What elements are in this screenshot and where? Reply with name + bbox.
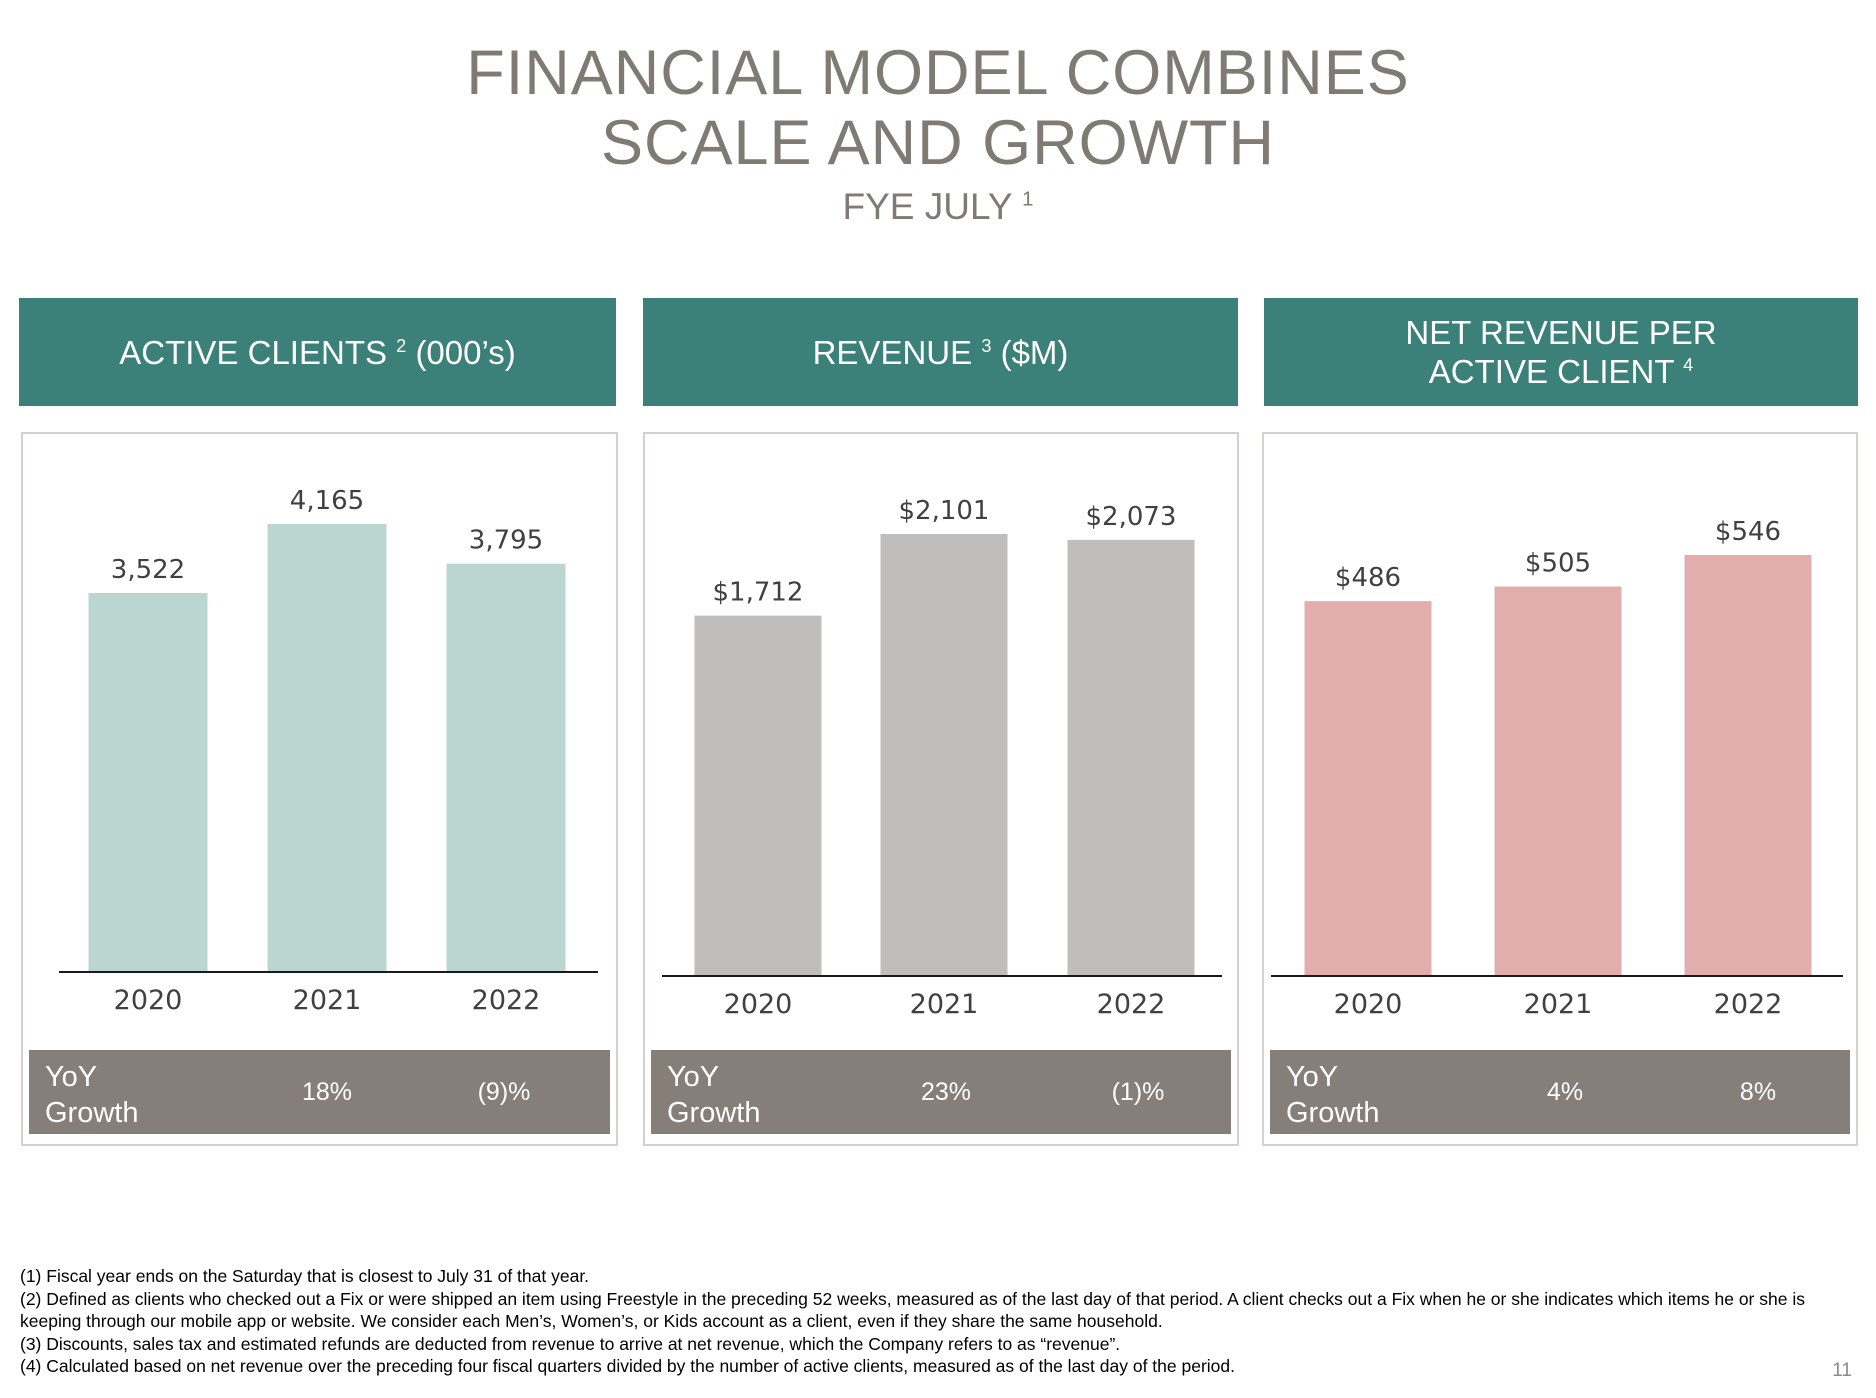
footnote-1: (1) Fiscal year ends on the Saturday tha… [20, 1266, 590, 1286]
footnote-3: (3) Discounts, sales tax and estimated r… [20, 1333, 1121, 1354]
bar-2020 [88, 593, 208, 971]
panel-revenue: $1,712 2020 $2,101 2021 $2,073 2022 YoY Growth… [643, 432, 1239, 1146]
title-line-1: FINANCIAL MODEL COMBINES [466, 38, 1410, 108]
data-label-2020: $1,712 [713, 578, 804, 608]
category-label-2022: 2022 [1097, 989, 1166, 1020]
header-net-revenue-per-client: NET REVENUE PER ACTIVE CLIENT 4 [1264, 298, 1858, 406]
page-number: 11 [1832, 1360, 1852, 1381]
yoy-row-active-clients: YoY Growth 18% (9)% [29, 1050, 610, 1134]
bar-2022 [1684, 555, 1812, 975]
header-revenue-note: 3 [981, 335, 992, 356]
chart-net-revenue-per-client: $486 2020 $505 2021 $546 2022 [1271, 517, 1843, 1020]
category-label-2020: 2020 [1334, 989, 1403, 1020]
data-label-2022: $2,073 [1086, 502, 1177, 532]
yoy-label: YoY Growth [45, 1059, 138, 1131]
yoy-label-line-1: YoY [1286, 1061, 1339, 1093]
panel-net-revenue-per-client: $486 2020 $505 2021 $546 2022 YoY Growth 4% 8% [1262, 432, 1858, 1146]
data-label-2021: $505 [1525, 549, 1591, 579]
yoy-value-2022: (1)% [1111, 1078, 1165, 1106]
subtitle-footnote-ref: 1 [1022, 188, 1034, 211]
subtitle-text: FYE JULY [842, 186, 1012, 227]
category-label-2020: 2020 [114, 985, 183, 1016]
data-label-2022: 3,795 [469, 526, 543, 556]
header-net-revenue-line-1: NET REVENUE PER [1405, 314, 1717, 351]
yoy-label: YoY Growth [1286, 1059, 1379, 1131]
data-label-2022: $546 [1715, 517, 1781, 547]
bar-2021 [880, 534, 1008, 975]
yoy-label-line-1: YoY [45, 1061, 98, 1093]
header-revenue: REVENUE 3 ($M) [643, 298, 1238, 406]
bar-2022 [1067, 539, 1195, 975]
header-revenue-text: REVENUE [812, 333, 973, 371]
category-label-2022: 2022 [472, 985, 541, 1016]
page-subtitle: FYE JULY 1 [0, 185, 1876, 229]
data-label-2020: $486 [1335, 563, 1401, 593]
yoy-label-line-1: YoY [667, 1061, 720, 1093]
bar-2021 [267, 524, 387, 971]
yoy-value-2021: 18% [301, 1078, 353, 1106]
header-active-clients: ACTIVE CLIENTS 2 (000’s) [19, 298, 616, 406]
yoy-value-2022: (9)% [477, 1078, 531, 1106]
header-net-revenue-note: 4 [1683, 355, 1694, 375]
header-revenue-unit: ($M) [1000, 333, 1069, 371]
category-label-2021: 2021 [293, 985, 362, 1016]
yoy-value-2021: 23% [920, 1078, 972, 1106]
chart-active-clients: 3,522 2020 4,165 2021 3,795 2022 [59, 486, 598, 1016]
header-net-revenue-line-2: ACTIVE CLIENT [1428, 353, 1674, 390]
page-title: FINANCIAL MODEL COMBINES SCALE AND GROWT… [0, 38, 1876, 178]
footnote-4: (4) Calculated based on net revenue over… [20, 1356, 1236, 1376]
chart-revenue: $1,712 2020 $2,101 2021 $2,073 2022 [662, 496, 1222, 1020]
yoy-label-line-2: Growth [667, 1097, 761, 1129]
yoy-label: YoY Growth [667, 1059, 760, 1131]
header-active-clients-unit: (000’s) [415, 333, 516, 371]
category-label-2020: 2020 [724, 989, 793, 1020]
category-label-2021: 2021 [910, 989, 979, 1020]
yoy-value-2022: 8% [1739, 1078, 1777, 1106]
category-label-2021: 2021 [1524, 989, 1593, 1020]
panel-active-clients: 3,522 2020 4,165 2021 3,795 2022 YoY Growth 18… [21, 432, 618, 1146]
bar-2020 [1304, 601, 1432, 975]
yoy-value-2021: 4% [1546, 1078, 1584, 1106]
footnote-2: (2) Defined as clients who checked out a… [20, 1288, 1810, 1332]
bar-2022 [446, 563, 566, 971]
yoy-row-net-revenue: YoY Growth 4% 8% [1270, 1050, 1850, 1134]
footnotes: (1) Fiscal year ends on the Saturday tha… [20, 1265, 1840, 1378]
header-active-clients-note: 2 [396, 335, 407, 356]
data-label-2020: 3,522 [111, 555, 185, 585]
yoy-label-line-2: Growth [45, 1097, 139, 1129]
data-label-2021: $2,101 [899, 496, 990, 526]
yoy-label-line-2: Growth [1286, 1097, 1380, 1129]
category-label-2022: 2022 [1714, 989, 1783, 1020]
data-label-2021: 4,165 [290, 486, 364, 516]
bar-2020 [694, 615, 822, 975]
bar-2021 [1494, 586, 1622, 975]
yoy-row-revenue: YoY Growth 23% (1)% [651, 1050, 1231, 1134]
title-line-2: SCALE AND GROWTH [600, 108, 1276, 178]
header-active-clients-text: ACTIVE CLIENTS [119, 333, 387, 371]
